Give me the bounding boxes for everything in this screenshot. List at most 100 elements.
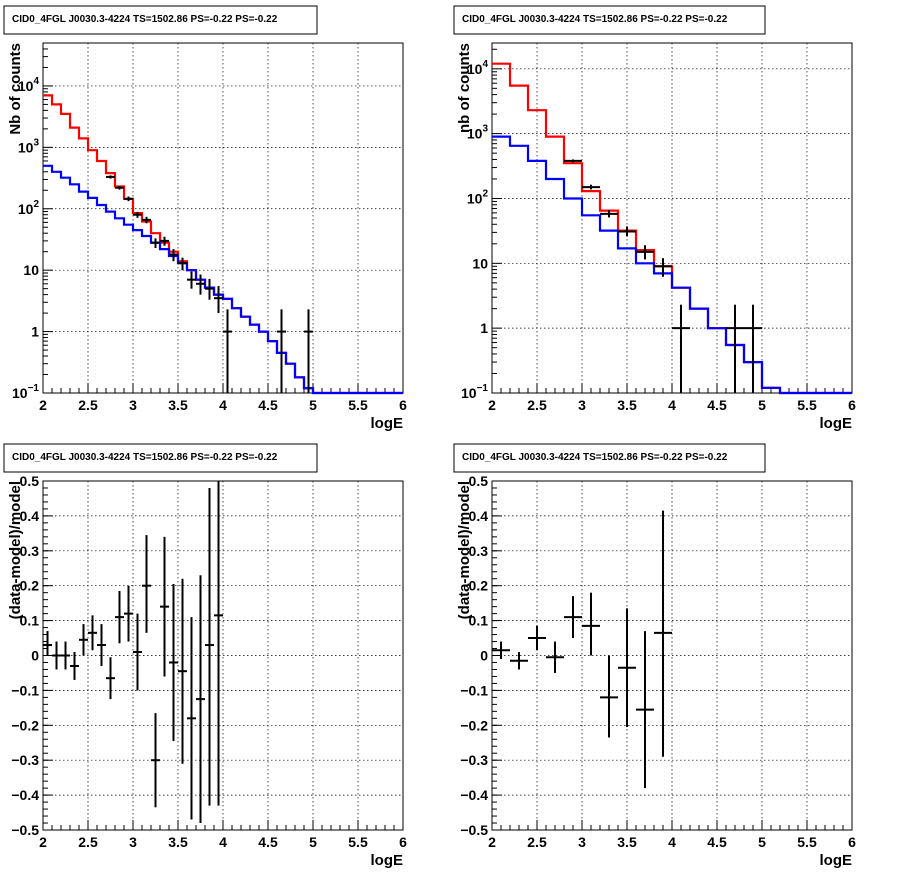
x-tick-label: 3 — [578, 834, 586, 850]
x-tick-label: 5.5 — [348, 397, 368, 413]
x-tick-label: 5 — [758, 397, 766, 413]
x-tick-label: 2.5 — [78, 834, 98, 850]
y-tick-label: 104 — [18, 76, 40, 94]
data-point — [726, 304, 744, 393]
plot-frame — [491, 42, 853, 394]
x-tick-label: 5 — [758, 834, 766, 850]
data-point — [582, 184, 600, 190]
x-tick-label: 3.5 — [168, 397, 188, 413]
data-point — [133, 613, 142, 691]
data-point — [636, 245, 654, 260]
data-point — [214, 286, 223, 314]
x-tick-label: 2.5 — [78, 397, 98, 413]
data-point — [106, 657, 115, 700]
y-tick-label: −0.1 — [460, 682, 488, 698]
x-tick-label: 3.5 — [168, 834, 188, 850]
y-tick-base: 10 — [12, 385, 28, 401]
y-tick-exponent: 3 — [33, 137, 39, 148]
x-tick-label: 4 — [668, 834, 676, 850]
data-point — [582, 592, 600, 656]
y-tick-exponent: 2 — [482, 188, 488, 199]
data-point — [151, 713, 160, 808]
data-point — [304, 309, 313, 393]
data-point — [744, 304, 762, 393]
x-tick-label: 3 — [578, 397, 586, 413]
title-box — [3, 443, 318, 473]
data-point — [205, 278, 214, 300]
data-point — [70, 652, 79, 680]
y-tick-label: 0.5 — [469, 473, 489, 489]
y-tick-label: 10 — [23, 262, 39, 278]
data-point — [564, 159, 582, 163]
data-point — [61, 641, 70, 670]
y-tick-label: 0.4 — [20, 508, 40, 524]
data-point — [160, 536, 169, 677]
chart-title: CID0_4FGL J0030.3-4224 TS=1502.86 PS=-0.… — [12, 14, 278, 25]
plot-frame — [491, 480, 853, 831]
y-tick-label: 0.3 — [20, 543, 40, 559]
data-point — [124, 196, 133, 202]
y-axis-title: (data-model)/model — [456, 481, 473, 619]
data-point — [618, 226, 636, 237]
step-series-blue — [492, 135, 852, 395]
y-tick-label: 0.5 — [20, 473, 40, 489]
y-axis-title: Nb of counts — [7, 43, 24, 135]
x-tick-label: 4 — [219, 397, 227, 413]
y-tick-exponent: 4 — [482, 59, 488, 70]
y-tick-label: 102 — [467, 188, 489, 206]
x-axis-title: logE — [371, 852, 404, 869]
y-tick-exponent: 3 — [482, 124, 488, 135]
y-tick-base: 10 — [18, 201, 34, 217]
data-point — [160, 236, 169, 246]
x-tick-label: 5.5 — [348, 834, 368, 850]
data-point — [52, 641, 61, 670]
data-point — [205, 487, 214, 806]
y-tick-label: 0 — [31, 648, 39, 664]
x-tick-label: 2 — [488, 834, 496, 850]
y-tick-label: −0.2 — [460, 717, 488, 733]
chart-title: CID0_4FGL J0030.3-4224 TS=1502.86 PS=-0.… — [462, 452, 728, 463]
y-tick-label: 0.2 — [469, 578, 489, 594]
x-tick-label: 5.5 — [797, 397, 817, 413]
data-point — [124, 585, 133, 642]
y-tick-label: −0.3 — [460, 752, 488, 768]
x-tick-label: 4.5 — [258, 397, 278, 413]
data-point — [636, 631, 654, 789]
y-tick-label: 0.1 — [20, 613, 40, 629]
y-tick-label: −0.4 — [11, 787, 39, 803]
y-tick-label: 0.1 — [469, 613, 489, 629]
y-tick-exponent: −1 — [477, 383, 489, 394]
x-tick-label: 5 — [309, 834, 317, 850]
data-point — [79, 624, 88, 656]
chart-title: CID0_4FGL J0030.3-4224 TS=1502.86 PS=-0.… — [12, 452, 278, 463]
x-tick-label: 4 — [668, 397, 676, 413]
data-point — [510, 652, 528, 670]
data-point — [115, 590, 124, 644]
x-axis-title: logE — [371, 415, 404, 432]
y-tick-base: 10 — [18, 78, 34, 94]
y-tick-label: −0.4 — [460, 787, 488, 803]
y-tick-label: 104 — [467, 59, 489, 77]
x-axis-title: logE — [820, 852, 853, 869]
data-point — [492, 641, 510, 659]
data-point — [178, 257, 187, 271]
y-axis-title: (data-model)/model — [7, 481, 24, 619]
data-point — [546, 641, 564, 673]
data-point — [115, 185, 124, 190]
data-point — [178, 578, 187, 764]
x-tick-label: 2 — [39, 834, 47, 850]
data-point — [196, 274, 205, 295]
y-tick-label: 1 — [31, 324, 39, 340]
y-tick-label: 103 — [18, 137, 40, 155]
data-point — [142, 216, 151, 224]
x-tick-label: 3 — [129, 397, 137, 413]
title-box — [3, 5, 318, 35]
y-tick-label: 10−1 — [12, 383, 39, 401]
data-point — [106, 175, 115, 179]
x-tick-label: 5 — [309, 397, 317, 413]
x-tick-label: 6 — [848, 397, 856, 413]
y-tick-exponent: 2 — [33, 199, 39, 210]
x-tick-label: 2.5 — [527, 834, 547, 850]
